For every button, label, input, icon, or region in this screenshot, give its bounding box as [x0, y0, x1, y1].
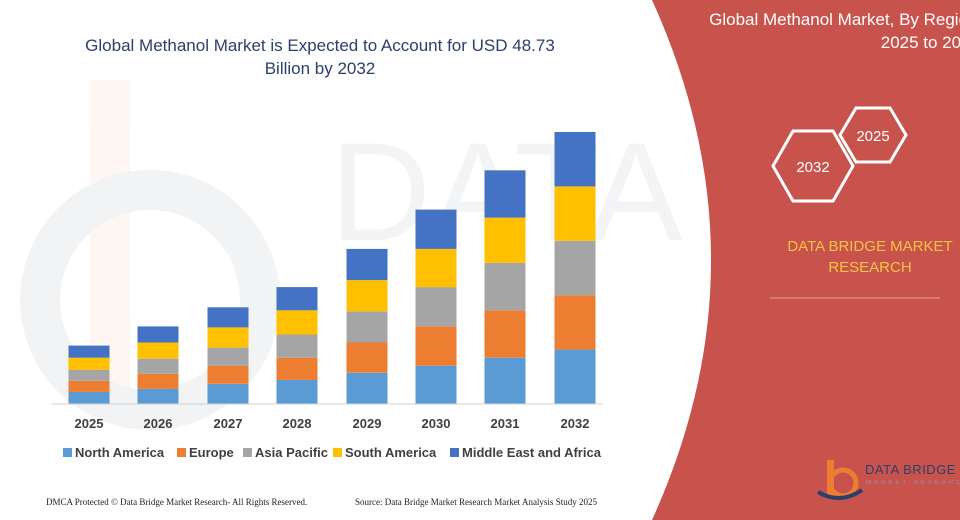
legend-swatch [450, 448, 459, 457]
bar-2026-middle-east-and-africa [137, 326, 179, 343]
bar-2029-south-america [346, 280, 388, 312]
x-tick-labels: 2025 2026 2027 2028 2029 2030 2031 2032 [75, 416, 590, 431]
bar-2025-europe [68, 380, 110, 392]
bars-group [68, 132, 596, 404]
bar-2025-south-america [68, 357, 110, 370]
bar-2027-north-america [207, 383, 249, 404]
tick-label-2032: 2032 [561, 416, 590, 431]
legend-item-south-america: South America [333, 445, 437, 460]
bar-2029-middle-east-and-africa [346, 248, 388, 281]
legend-item-asia-pacific: Asia Pacific [243, 445, 328, 460]
tick-label-2027: 2027 [214, 416, 243, 431]
logo-name: DATA BRIDGE [865, 462, 956, 477]
hexagon-2032 [771, 129, 855, 203]
bar-2025-north-america [68, 391, 110, 404]
bar-2030-europe [415, 326, 457, 366]
bar-2030-south-america [415, 248, 457, 288]
tick-label-2025: 2025 [75, 416, 104, 431]
chart-title-line1: Global Methanol Market is Expected to Ac… [85, 36, 555, 55]
bar-2031-middle-east-and-africa [484, 170, 526, 218]
bar-2029-europe [346, 342, 388, 373]
bar-2031-south-america [484, 217, 526, 263]
brand-line1: DATA BRIDGE MARKET [787, 238, 953, 255]
stacked-bar-chart: 2025 2026 2027 2028 2029 2030 2031 2032 North A… [52, 132, 602, 460]
bar-2030-asia-pacific [415, 287, 457, 327]
tick-label-2031: 2031 [491, 416, 520, 431]
bar-2028-europe [276, 357, 318, 380]
bar-2032-asia-pacific [554, 240, 596, 296]
bar-2032-south-america [554, 186, 596, 241]
legend-swatch [243, 448, 252, 457]
legend-swatch [177, 448, 186, 457]
data-bridge-logo-icon [816, 460, 864, 500]
chart-title-line2: Billion by 2032 [264, 59, 376, 78]
legend-label: Europe [189, 445, 234, 460]
bar-2026-south-america [137, 342, 179, 359]
right-panel [652, 0, 960, 520]
bar-2025-asia-pacific [68, 369, 110, 381]
legend-item-europe: Europe [177, 445, 234, 460]
legend-item-middle-east-and-africa: Middle East and Africa [450, 445, 602, 460]
bar-2026-europe [137, 373, 179, 389]
brand-line2: RESEARCH [828, 259, 912, 276]
legend-label: Middle East and Africa [462, 445, 602, 460]
bar-2032-middle-east-and-africa [554, 132, 596, 187]
panel-title-line1: Global Methanol Market, By Regions [709, 10, 960, 29]
bar-2029-asia-pacific [346, 311, 388, 343]
bar-2032-north-america [554, 349, 596, 404]
tick-label-2029: 2029 [353, 416, 382, 431]
bar-2025-middle-east-and-africa [68, 345, 110, 358]
copyright-footer: DMCA Protected © Data Bridge Market Rese… [46, 497, 308, 507]
legend-label: South America [345, 445, 437, 460]
legend-item-north-america: North America [63, 445, 165, 460]
bar-2030-middle-east-and-africa [415, 209, 457, 249]
legend-label: Asia Pacific [255, 445, 328, 460]
tick-label-2030: 2030 [422, 416, 451, 431]
bar-2031-europe [484, 310, 526, 358]
bar-2028-asia-pacific [276, 334, 318, 358]
brand-name: DATA BRIDGE MARKET RESEARCH [770, 236, 960, 278]
panel-title-line2: 2025 to 2032 [880, 33, 960, 52]
source-footer: Source: Data Bridge Market Research Mark… [355, 497, 597, 507]
legend-label: North America [75, 445, 165, 460]
logo-subtitle: MARKET RESEARCH [866, 480, 960, 486]
bar-2030-north-america [415, 365, 457, 404]
legend: North America Europe Asia Pacific South Ame… [63, 445, 602, 460]
legend-swatch [63, 448, 72, 457]
bar-2031-north-america [484, 357, 526, 404]
bar-2028-north-america [276, 379, 318, 404]
panel-title: Global Methanol Market, By Regions 2025 … [650, 8, 960, 60]
bar-2029-north-america [346, 372, 388, 404]
bar-2027-asia-pacific [207, 347, 249, 366]
chart-title: Global Methanol Market is Expected to Ac… [40, 34, 600, 80]
bar-2028-middle-east-and-africa [276, 287, 318, 311]
tick-label-2028: 2028 [283, 416, 312, 431]
bar-2026-north-america [137, 388, 179, 404]
tick-label-2026: 2026 [144, 416, 173, 431]
hexagon-2025 [838, 106, 908, 164]
hex-label-2032: 2032 [796, 159, 829, 176]
bar-2026-asia-pacific [137, 358, 179, 374]
bar-2027-europe [207, 365, 249, 384]
bar-2032-europe [554, 295, 596, 350]
bar-2028-south-america [276, 310, 318, 335]
legend-swatch [333, 448, 342, 457]
hex-label-2025: 2025 [856, 128, 889, 145]
bar-2027-south-america [207, 327, 249, 348]
bar-2027-middle-east-and-africa [207, 307, 249, 328]
bar-2031-asia-pacific [484, 263, 526, 311]
